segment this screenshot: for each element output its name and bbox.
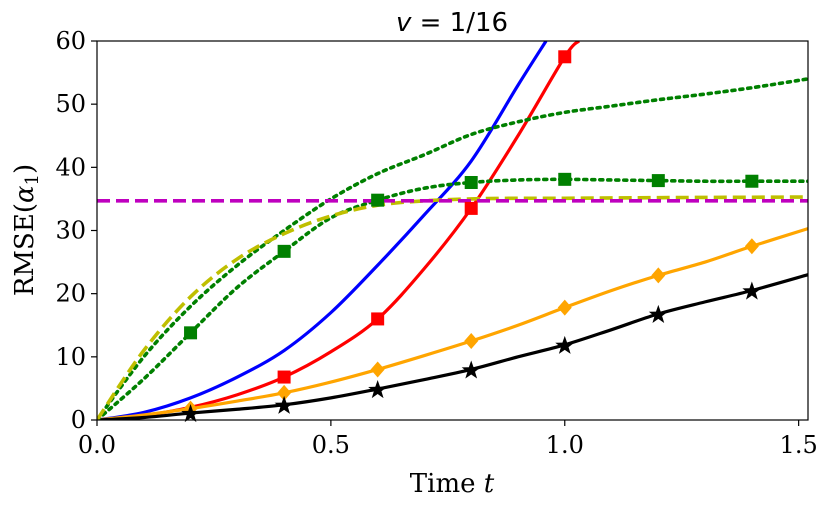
y-tick-label: 40	[55, 153, 86, 181]
data-point	[274, 395, 294, 414]
data-point	[277, 244, 291, 258]
data-point	[555, 335, 575, 354]
series-line-3	[97, 227, 808, 420]
data-point	[648, 304, 668, 323]
x-tick-label: 1.0	[546, 431, 584, 459]
x-axis-label: Time t	[410, 469, 495, 499]
series-line-5	[97, 77, 808, 420]
marker-layer	[181, 50, 762, 423]
x-tick-label: 0.5	[312, 431, 350, 459]
data-point	[744, 238, 759, 255]
data-point	[742, 281, 762, 300]
data-point	[745, 174, 759, 188]
data-point	[184, 326, 198, 340]
y-tick-label: 30	[55, 217, 86, 245]
data-point	[277, 370, 291, 384]
data-point	[371, 312, 385, 326]
data-point	[558, 172, 572, 186]
data-point	[181, 404, 201, 423]
series-line-6	[97, 177, 808, 420]
x-tick-label: 0.0	[78, 431, 116, 459]
data-point	[461, 360, 481, 379]
data-point	[557, 299, 572, 316]
data-point	[464, 201, 478, 215]
y-tick-label: 0	[71, 406, 86, 434]
y-axis: 0 10 20 30 40 50 60	[55, 27, 97, 434]
data-point	[464, 175, 478, 189]
y-tick-label: 50	[55, 90, 86, 118]
y-tick-label: 60	[55, 27, 86, 55]
data-point	[368, 380, 388, 399]
y-tick-label: 10	[55, 343, 86, 371]
data-point	[651, 267, 666, 284]
series-line-4	[97, 273, 808, 420]
data-point	[277, 384, 292, 401]
data-point	[651, 174, 665, 188]
y-tick-label: 20	[55, 280, 86, 308]
chart-title: v = 1/16	[396, 8, 508, 38]
data-point	[371, 193, 385, 207]
y-axis-label: RMSE(α1)	[10, 164, 43, 296]
data-point	[464, 333, 479, 350]
data-point	[370, 361, 385, 378]
x-tick-label: 1.5	[780, 431, 818, 459]
x-axis: 0.0 0.5 1.0 1.5	[78, 420, 818, 459]
data-point	[558, 50, 572, 64]
series-line-1	[97, 41, 548, 420]
